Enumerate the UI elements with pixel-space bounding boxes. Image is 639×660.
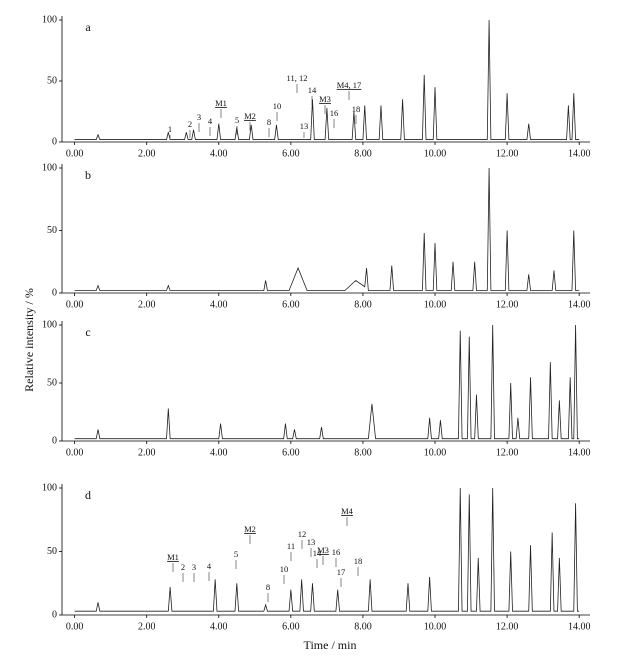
y-tick-label: 100 (42, 14, 57, 25)
y-tick-label: 100 (42, 162, 57, 173)
x-tick-label: 4.00 (210, 148, 228, 159)
y-tick-label: 0 (52, 287, 57, 298)
peak-annotation: M3 (319, 94, 331, 104)
y-tick-label: 0 (52, 609, 57, 620)
chromatogram-line (74, 19, 580, 140)
peak-annotation: 18 (354, 556, 363, 566)
x-tick-label: 2.00 (138, 148, 156, 159)
y-axis-label: Relative intensity / % (22, 288, 36, 392)
x-tick-label: 12.00 (496, 621, 519, 632)
peak-annotation: M1 (167, 552, 179, 562)
peak-annotation: 14 (313, 548, 322, 558)
panel-label: c (85, 325, 90, 339)
peak-annotation: 4 (207, 561, 212, 571)
peak-annotation: 10 (280, 564, 289, 574)
peak-annotation: 13 (307, 537, 316, 547)
peak-annotation: 10 (273, 101, 282, 111)
x-tick-label: 12.00 (496, 299, 519, 310)
peak-annotation: 13 (300, 121, 309, 131)
x-tick-label: 0.00 (66, 621, 84, 632)
panel-label: b (85, 168, 91, 182)
x-tick-label: 6.00 (282, 621, 300, 632)
y-tick-label: 50 (47, 546, 57, 557)
peak-annotation: 14 (308, 85, 317, 95)
x-tick-label: 8.00 (354, 148, 372, 159)
x-tick-label: 0.00 (66, 299, 84, 310)
peak-annotation: 16 (330, 108, 339, 118)
x-tick-label: 2.00 (138, 621, 156, 632)
x-tick-label: 14.00 (568, 148, 591, 159)
peak-annotation: 8 (266, 582, 270, 592)
y-tick-label: 0 (52, 435, 57, 446)
peak-annotation: 11 (287, 541, 295, 551)
y-tick-label: 100 (42, 319, 57, 330)
chromatogram-line (74, 324, 580, 440)
x-tick-label: 14.00 (568, 447, 591, 458)
x-tick-label: 2.00 (138, 447, 156, 458)
panel-label: a (85, 20, 91, 34)
x-tick-label: 14.00 (568, 299, 591, 310)
x-tick-label: 10.00 (424, 621, 447, 632)
peak-annotation: M4 (341, 506, 354, 516)
x-tick-label: 12.00 (496, 148, 519, 159)
peak-annotation: 18 (352, 104, 361, 114)
peak-annotation: 4 (208, 116, 213, 126)
y-tick-label: 50 (47, 225, 57, 236)
peak-annotation: 8 (267, 117, 271, 127)
x-tick-label: 0.00 (66, 148, 84, 159)
peak-annotation: M4, 17 (337, 80, 362, 90)
peak-annotation: M3 (317, 545, 329, 555)
peak-annotation: M2 (244, 111, 256, 121)
x-axis-label: Time / min (304, 638, 357, 652)
peak-annotation: 11, 12 (287, 73, 308, 83)
y-tick-label: 0 (52, 136, 57, 147)
peak-annotation: 2 (181, 562, 185, 572)
peak-annotation: 5 (234, 549, 238, 559)
peak-annotation: 12 (298, 529, 307, 539)
x-tick-label: 8.00 (354, 299, 372, 310)
x-tick-label: 10.00 (424, 299, 447, 310)
x-tick-label: 8.00 (354, 447, 372, 458)
y-tick-label: 50 (47, 75, 57, 86)
chromatogram-line (74, 487, 580, 612)
x-tick-label: 14.00 (568, 621, 591, 632)
peak-annotation: 2 (188, 119, 192, 129)
x-tick-label: 6.00 (282, 447, 300, 458)
x-tick-label: 4.00 (210, 621, 228, 632)
y-tick-label: 100 (42, 482, 57, 493)
peak-annotation: M1 (215, 98, 227, 108)
peak-annotation: 1 (168, 124, 172, 134)
x-tick-label: 10.00 (424, 447, 447, 458)
peak-annotation: 5 (235, 115, 239, 125)
x-tick-label: 2.00 (138, 299, 156, 310)
peak-annotation: 16 (332, 547, 341, 557)
x-tick-label: 0.00 (66, 447, 84, 458)
panel-label: d (85, 488, 91, 502)
x-tick-label: 10.00 (424, 148, 447, 159)
peak-annotation: 17 (337, 567, 346, 577)
x-tick-label: 4.00 (210, 447, 228, 458)
chromatogram-line (74, 167, 580, 291)
peak-annotation: M2 (244, 524, 256, 534)
x-tick-label: 4.00 (210, 299, 228, 310)
x-tick-label: 12.00 (496, 447, 519, 458)
x-tick-label: 6.00 (282, 299, 300, 310)
x-tick-label: 8.00 (354, 621, 372, 632)
peak-annotation: 3 (192, 562, 196, 572)
x-tick-label: 6.00 (282, 148, 300, 159)
peak-annotation: 3 (197, 112, 201, 122)
y-tick-label: 50 (47, 377, 57, 388)
